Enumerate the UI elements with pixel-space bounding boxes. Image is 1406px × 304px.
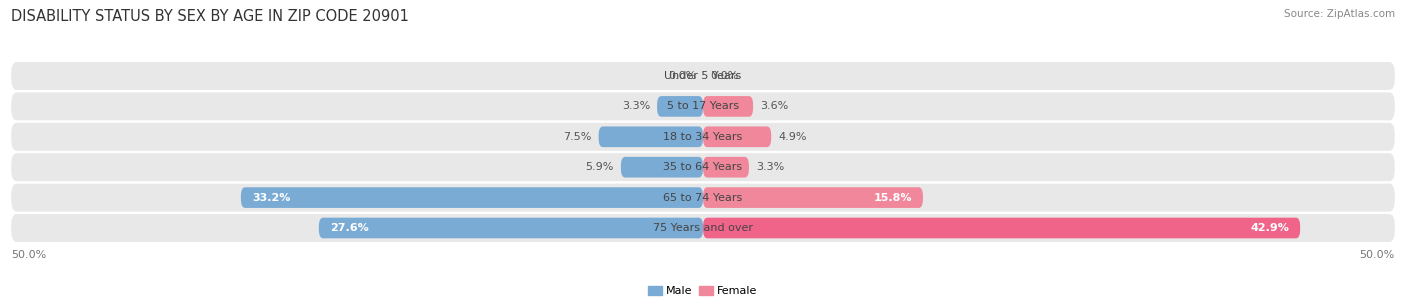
Text: 3.3%: 3.3% (621, 102, 650, 111)
Text: Under 5 Years: Under 5 Years (665, 71, 741, 81)
FancyBboxPatch shape (703, 187, 922, 208)
Text: 42.9%: 42.9% (1250, 223, 1289, 233)
Text: 3.6%: 3.6% (761, 102, 789, 111)
FancyBboxPatch shape (703, 157, 749, 178)
Text: 3.3%: 3.3% (756, 162, 785, 172)
FancyBboxPatch shape (11, 184, 1395, 212)
FancyBboxPatch shape (11, 62, 1395, 90)
FancyBboxPatch shape (240, 187, 703, 208)
Text: 4.9%: 4.9% (778, 132, 807, 142)
FancyBboxPatch shape (657, 96, 703, 117)
Text: 65 to 74 Years: 65 to 74 Years (664, 193, 742, 202)
Text: 5 to 17 Years: 5 to 17 Years (666, 102, 740, 111)
Text: 50.0%: 50.0% (11, 250, 46, 260)
Text: Source: ZipAtlas.com: Source: ZipAtlas.com (1284, 9, 1395, 19)
FancyBboxPatch shape (11, 214, 1395, 242)
Text: 50.0%: 50.0% (1360, 250, 1395, 260)
Text: 35 to 64 Years: 35 to 64 Years (664, 162, 742, 172)
FancyBboxPatch shape (703, 126, 772, 147)
Text: 5.9%: 5.9% (585, 162, 614, 172)
Text: 0.0%: 0.0% (668, 71, 696, 81)
Text: 75 Years and over: 75 Years and over (652, 223, 754, 233)
Text: 33.2%: 33.2% (252, 193, 291, 202)
FancyBboxPatch shape (599, 126, 703, 147)
FancyBboxPatch shape (703, 218, 1301, 238)
FancyBboxPatch shape (621, 157, 703, 178)
Legend: Male, Female: Male, Female (648, 285, 758, 296)
FancyBboxPatch shape (11, 92, 1395, 120)
Text: 15.8%: 15.8% (873, 193, 912, 202)
Text: 7.5%: 7.5% (564, 132, 592, 142)
FancyBboxPatch shape (11, 123, 1395, 151)
FancyBboxPatch shape (319, 218, 703, 238)
Text: DISABILITY STATUS BY SEX BY AGE IN ZIP CODE 20901: DISABILITY STATUS BY SEX BY AGE IN ZIP C… (11, 9, 409, 24)
Text: 18 to 34 Years: 18 to 34 Years (664, 132, 742, 142)
FancyBboxPatch shape (11, 153, 1395, 181)
Text: 27.6%: 27.6% (330, 223, 368, 233)
Text: 0.0%: 0.0% (710, 71, 738, 81)
FancyBboxPatch shape (703, 96, 754, 117)
